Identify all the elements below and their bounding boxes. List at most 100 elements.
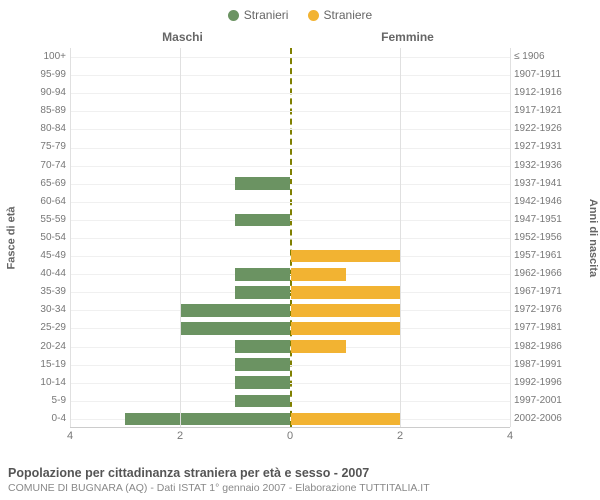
bar-male <box>235 376 290 389</box>
y-tick-label-left: 80-84 <box>0 120 66 138</box>
bar-male <box>235 340 290 353</box>
bar-male <box>125 413 290 426</box>
y-tick-label-left: 65-69 <box>0 175 66 193</box>
bar-female <box>291 322 401 335</box>
y-tick-label-left: 100+ <box>0 48 66 66</box>
legend-swatch-male <box>228 10 239 21</box>
row-gridline <box>70 148 510 149</box>
row-gridline <box>70 383 510 384</box>
y-tick-label-right: 1992-1996 <box>514 374 596 392</box>
data-row <box>70 84 510 102</box>
vgrid-line <box>510 48 511 427</box>
row-gridline <box>70 328 510 329</box>
data-row <box>70 138 510 156</box>
data-row <box>70 247 510 265</box>
y-tick-label-left: 25-29 <box>0 319 66 337</box>
y-tick-label-right: 1957-1961 <box>514 247 596 265</box>
vgrid-line <box>180 48 181 427</box>
y-tick-label-right: 1942-1946 <box>514 193 596 211</box>
data-row <box>70 283 510 301</box>
y-tick-label-right: 1917-1921 <box>514 102 596 120</box>
column-title-right: Femmine <box>295 30 520 44</box>
y-tick-label-right: 1937-1941 <box>514 175 596 193</box>
bar-male <box>235 395 290 408</box>
footer: Popolazione per cittadinanza straniera p… <box>8 466 592 494</box>
y-tick-label-left: 0-4 <box>0 410 66 428</box>
y-tick-label-right: 1922-1926 <box>514 120 596 138</box>
vgrid-line <box>400 48 401 427</box>
y-tick-label-right: 1912-1916 <box>514 84 596 102</box>
column-titles: Maschi Femmine <box>70 30 520 44</box>
y-tick-label-left: 55-59 <box>0 211 66 229</box>
y-tick-label-left: 60-64 <box>0 193 66 211</box>
row-gridline <box>70 129 510 130</box>
bar-female <box>291 413 401 426</box>
row-gridline <box>70 401 510 402</box>
chart-title: Popolazione per cittadinanza straniera p… <box>8 466 592 480</box>
y-tick-label-right: 2002-2006 <box>514 410 596 428</box>
y-tick-label-left: 95-99 <box>0 66 66 84</box>
row-gridline <box>70 365 510 366</box>
data-row <box>70 392 510 410</box>
bar-male <box>235 214 290 227</box>
data-row <box>70 193 510 211</box>
y-tick-label-right: 1927-1931 <box>514 138 596 156</box>
y-tick-label-left: 10-14 <box>0 374 66 392</box>
y-tick-label-left: 30-34 <box>0 301 66 319</box>
legend: Stranieri Straniere <box>0 8 600 24</box>
y-tick-label-right: 1987-1991 <box>514 356 596 374</box>
chart-subtitle: COMUNE DI BUGNARA (AQ) - Dati ISTAT 1° g… <box>8 482 592 494</box>
y-tick-label-right: 1967-1971 <box>514 283 596 301</box>
y-tick-label-left: 70-74 <box>0 157 66 175</box>
y-tick-label-left: 50-54 <box>0 229 66 247</box>
y-tick-label-right: 1932-1936 <box>514 157 596 175</box>
row-gridline <box>70 166 510 167</box>
data-row <box>70 319 510 337</box>
row-gridline <box>70 310 510 311</box>
y-tick-label-left: 20-24 <box>0 338 66 356</box>
y-tick-label-left: 15-19 <box>0 356 66 374</box>
y-tick-label-right: 1972-1976 <box>514 301 596 319</box>
data-row <box>70 48 510 66</box>
bar-female <box>291 340 346 353</box>
bar-male <box>180 304 290 317</box>
x-tick-label: 2 <box>177 430 183 442</box>
vgrid-line <box>70 48 71 427</box>
data-row <box>70 338 510 356</box>
rows-container <box>70 48 510 427</box>
data-row <box>70 229 510 247</box>
x-tick-label: 4 <box>67 430 73 442</box>
bar-female <box>291 304 401 317</box>
legend-item-male: Stranieri <box>228 8 289 22</box>
data-row <box>70 175 510 193</box>
plot-area <box>70 48 510 428</box>
row-gridline <box>70 202 510 203</box>
y-tick-label-left: 40-44 <box>0 265 66 283</box>
data-row <box>70 66 510 84</box>
row-gridline <box>70 238 510 239</box>
bar-male <box>235 268 290 281</box>
x-tick-labels: 42024 <box>70 430 510 446</box>
data-row <box>70 356 510 374</box>
x-tick-label: 0 <box>287 430 293 442</box>
data-row <box>70 157 510 175</box>
y-tick-labels-left: 100+95-9990-9485-8980-8475-7970-7465-696… <box>0 48 66 428</box>
bar-female <box>291 286 401 299</box>
row-gridline <box>70 57 510 58</box>
bar-male <box>235 177 290 190</box>
y-tick-labels-right: ≤ 19061907-19111912-19161917-19211922-19… <box>514 48 596 428</box>
row-gridline <box>70 75 510 76</box>
y-tick-label-left: 5-9 <box>0 392 66 410</box>
data-row <box>70 211 510 229</box>
y-tick-label-right: 1907-1911 <box>514 66 596 84</box>
y-tick-label-left: 45-49 <box>0 247 66 265</box>
y-tick-label-right: ≤ 1906 <box>514 48 596 66</box>
bar-female <box>291 268 346 281</box>
y-tick-label-right: 1982-1986 <box>514 338 596 356</box>
y-tick-label-left: 75-79 <box>0 138 66 156</box>
row-gridline <box>70 220 510 221</box>
row-gridline <box>70 274 510 275</box>
y-tick-label-left: 85-89 <box>0 102 66 120</box>
y-tick-label-left: 35-39 <box>0 283 66 301</box>
bar-male <box>180 322 290 335</box>
